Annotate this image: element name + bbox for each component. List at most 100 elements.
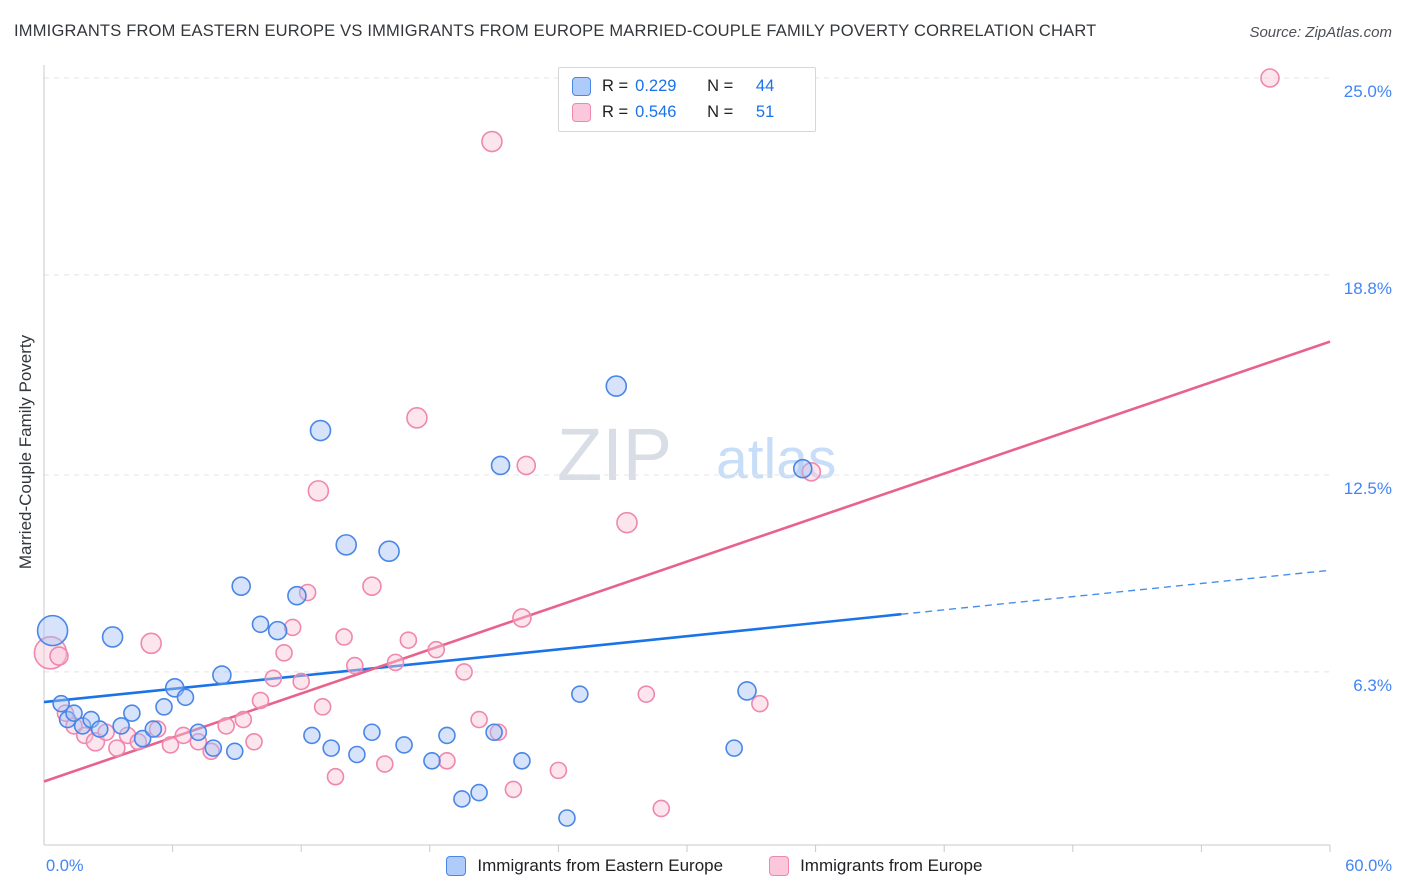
scatter-point-europe (470, 710, 488, 729)
scatter-point-europe (217, 717, 235, 735)
scatter-point-eastern-europe (267, 620, 288, 641)
scatter-point-eastern-europe (792, 458, 813, 479)
scatter-point-europe (245, 732, 263, 751)
y-tick-label: 12.5% (1344, 479, 1392, 498)
scatter-point-eastern-europe (65, 704, 83, 723)
r-label: R = (602, 103, 629, 121)
scatter-point-europe (335, 628, 353, 646)
page-title: IMMIGRANTS FROM EASTERN EUROPE VS IMMIGR… (14, 22, 1097, 40)
scatter-point-eastern-europe (395, 736, 413, 754)
scatter-point-europe (298, 583, 317, 602)
n-value: 51 (755, 103, 775, 121)
scatter-point-eastern-europe (309, 419, 332, 442)
scatter-point-europe (427, 640, 446, 659)
scatter-point-europe (516, 455, 537, 476)
scatter-point-europe (326, 767, 345, 786)
y-tick-label: 25.0% (1344, 82, 1392, 101)
x-axis-max-label: 60.0% (1345, 856, 1392, 875)
legend-label: Immigrants from Eastern Europe (477, 856, 724, 875)
scatter-point-europe (512, 608, 532, 628)
scatter-point-eastern-europe (485, 723, 503, 742)
scatter-point-eastern-europe (322, 739, 341, 757)
scatter-point-europe (751, 694, 769, 713)
scatter-point-europe (313, 698, 332, 716)
scatter-point-europe (307, 480, 330, 502)
scatter-point-eastern-europe (558, 809, 576, 827)
r-value: 0.546 (635, 103, 677, 121)
x-axis-row: 0.0% Immigrants from Eastern Europe Immi… (0, 849, 1406, 883)
scatter-point-eastern-europe (52, 694, 70, 713)
scatter-point-eastern-europe (513, 752, 531, 770)
scatter-point-europe (616, 511, 638, 534)
scatter-point-eastern-europe (737, 681, 757, 701)
eastern-europe-legend-swatch (446, 856, 467, 876)
legend-item-eastern-europe[interactable]: Immigrants from Eastern Europe (446, 856, 723, 876)
scatter-point-eastern-europe (90, 720, 109, 738)
legend-item-europe[interactable]: Immigrants from Europe (769, 856, 982, 876)
legend-row-europe: R = 0.546 N = 51 (572, 103, 797, 122)
n-value: 44 (755, 77, 775, 95)
scatter-point-europe (234, 710, 253, 729)
trend-line-eastern-europe (43, 612, 902, 704)
scatter-point-europe (189, 732, 208, 751)
scatter-point-eastern-europe (112, 717, 130, 735)
scatter-point-eastern-europe (251, 615, 270, 634)
scatter-point-eastern-europe (231, 576, 251, 596)
n-label: N = (707, 103, 734, 121)
scatter-point-europe (264, 669, 283, 688)
scatter-point-eastern-europe (204, 739, 223, 757)
scatter-point-eastern-europe (123, 704, 141, 723)
scatter-point-europe (345, 656, 364, 675)
r-label: R = (602, 77, 629, 95)
r-value: 0.229 (635, 77, 677, 95)
scatter-point-europe (455, 663, 473, 681)
watermark-atlas: atlas (716, 427, 836, 491)
scatter-point-eastern-europe (36, 614, 69, 647)
scatter-point-eastern-europe (155, 698, 173, 716)
scatter-point-eastern-europe (453, 790, 471, 808)
scatter-point-eastern-europe (225, 742, 244, 761)
scatter-point-eastern-europe (490, 455, 511, 476)
scatter-point-europe (174, 726, 193, 745)
scatter-point-europe (637, 685, 656, 703)
scatter-point-eastern-europe (363, 723, 381, 742)
scatter-point-europe (49, 646, 69, 666)
scatter-point-eastern-europe (189, 723, 208, 742)
eastern-europe-swatch (572, 77, 591, 96)
scatter-point-eastern-europe (438, 726, 456, 745)
trend-line-extrapolated (901, 569, 1331, 615)
scatter-point-eastern-europe (335, 534, 358, 556)
scatter-point-europe (489, 723, 508, 742)
scatter-point-europe (549, 761, 568, 780)
scatter-point-europe (504, 780, 523, 799)
scatter-point-europe (251, 691, 270, 710)
scatter-point-eastern-europe (287, 585, 307, 606)
scatter-point-eastern-europe (725, 739, 743, 757)
scatter-point-eastern-europe (605, 375, 628, 397)
scatter-point-eastern-europe (176, 688, 195, 707)
scatter-point-europe (386, 653, 405, 672)
scatter-point-eastern-europe (423, 752, 441, 770)
scatter-point-eastern-europe (470, 783, 488, 802)
scatter-point-eastern-europe (303, 726, 321, 745)
scatter-point-europe (399, 631, 418, 649)
scatter-point-eastern-europe (571, 685, 589, 703)
n-label: N = (707, 77, 734, 95)
scatter-point-eastern-europe (378, 540, 400, 563)
scatter-point-eastern-europe (144, 720, 163, 738)
scatter-point-europe (652, 799, 671, 818)
scatter-point-europe (283, 618, 302, 637)
scatter-point-europe (108, 739, 126, 757)
series-legend: Immigrants from Eastern Europe Immigrant… (84, 856, 1346, 876)
scatter-point-europe (275, 644, 293, 662)
scatter-point-eastern-europe (101, 626, 124, 648)
y-tick-label: 18.8% (1344, 279, 1392, 298)
scatter-point-europe (481, 130, 503, 153)
scatter-point-eastern-europe (348, 745, 366, 764)
watermark-zip: ZIP (557, 413, 672, 496)
scatter-point-eastern-europe (212, 665, 232, 685)
y-tick-label: 6.3% (1353, 676, 1392, 695)
legend-label: Immigrants from Europe (800, 856, 983, 875)
scatter-point-europe (406, 407, 428, 429)
